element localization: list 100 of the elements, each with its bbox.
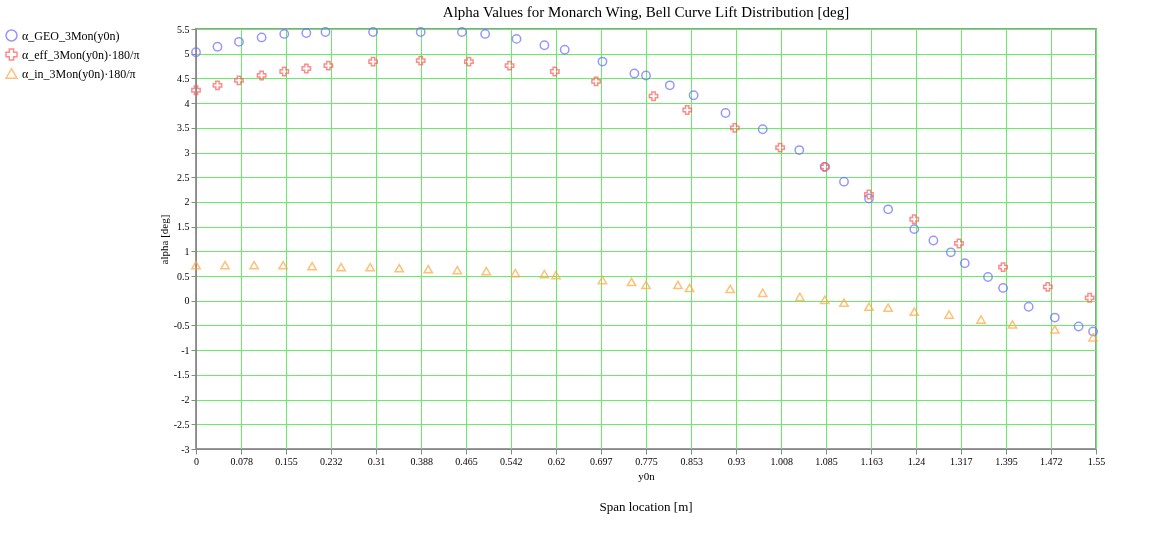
point	[720, 108, 731, 118]
x-tick-label: 0.465	[455, 455, 478, 467]
point	[457, 27, 467, 37]
x-tick-label: 0.078	[230, 455, 254, 467]
point	[1007, 320, 1018, 329]
point	[1049, 325, 1060, 334]
point	[664, 80, 675, 91]
point	[365, 262, 376, 272]
point	[539, 40, 550, 51]
point	[510, 268, 521, 278]
point	[191, 260, 201, 270]
point	[301, 63, 312, 74]
x-axis-title: y0n	[638, 469, 656, 482]
point	[539, 269, 550, 279]
point	[234, 36, 244, 47]
point	[998, 282, 1009, 293]
y-tick-label: 0.5	[177, 270, 190, 282]
point	[648, 91, 659, 102]
point	[684, 283, 695, 293]
point	[883, 204, 894, 215]
point	[415, 27, 426, 37]
point	[909, 214, 920, 225]
y-tick-label: 2	[184, 196, 190, 208]
y-tick-label: -2	[181, 394, 190, 406]
point	[301, 28, 312, 38]
y-axis-title: alpha [deg]	[157, 214, 170, 265]
y-tick-label: 4	[184, 97, 190, 109]
y-tick-label: -1.5	[173, 369, 190, 381]
point	[212, 80, 223, 91]
point	[256, 70, 267, 81]
point	[191, 47, 201, 58]
point	[983, 272, 993, 282]
point	[757, 124, 768, 135]
point	[954, 238, 964, 249]
point	[220, 260, 230, 270]
y-tick-label: 1.5	[177, 221, 190, 233]
point	[463, 56, 474, 67]
point	[909, 224, 920, 235]
x-tick-label: 1.395	[995, 455, 1018, 467]
point	[279, 66, 290, 77]
y-tick-label: -2.5	[173, 418, 190, 430]
point	[682, 105, 693, 115]
point	[626, 277, 637, 287]
point	[323, 60, 334, 71]
x-tick-label: 0.155	[275, 455, 298, 467]
point	[998, 262, 1009, 273]
text: Span location [m]	[599, 499, 693, 514]
point	[641, 70, 651, 81]
point	[839, 298, 849, 308]
point	[559, 44, 570, 55]
point	[775, 142, 786, 153]
point	[307, 261, 318, 271]
legend-label: α_eff_3Mon(y0n)·180/π	[22, 47, 140, 62]
point	[1088, 332, 1099, 342]
x-tick-label: 0.853	[680, 455, 704, 467]
y-tick-label: 5.5	[177, 23, 190, 35]
point	[1042, 282, 1053, 292]
point	[839, 176, 849, 187]
point	[864, 189, 874, 200]
point	[415, 55, 426, 66]
point	[945, 247, 956, 258]
point	[725, 284, 736, 294]
point	[629, 68, 640, 79]
point	[394, 263, 405, 273]
point	[480, 29, 491, 39]
x-tick-label: 1.317	[949, 455, 973, 467]
y-tick-label: -3	[181, 443, 190, 455]
point	[1023, 301, 1034, 312]
point	[864, 193, 874, 204]
x-tick-label: 0.388	[410, 455, 434, 467]
legend-label: α_in_3Mon(y0n)·180/π	[22, 66, 136, 81]
x-tick-label: 1.085	[815, 455, 838, 467]
y-tick-label: 0	[184, 295, 190, 307]
point	[279, 29, 290, 39]
point	[944, 310, 955, 319]
point	[551, 270, 561, 280]
point	[1084, 292, 1095, 303]
point	[976, 315, 986, 324]
y-tick-label: -1	[181, 344, 190, 356]
x-tick-label: 0.62	[547, 455, 566, 467]
point	[336, 262, 347, 272]
point	[794, 292, 805, 302]
point	[212, 41, 223, 52]
point	[504, 60, 515, 71]
x-tick-label: 0.31	[367, 455, 386, 467]
y-tick-label: 3.5	[177, 122, 190, 134]
point	[191, 85, 201, 96]
y-tick-label: 2.5	[177, 171, 190, 183]
x-tick-label: 0.542	[499, 455, 523, 467]
y-tick-label: 4.5	[177, 72, 190, 84]
point	[688, 90, 699, 101]
point	[928, 235, 939, 246]
point	[959, 258, 970, 269]
x-tick-label: 0.93	[727, 455, 746, 467]
x-tick-label: 0.775	[635, 455, 658, 467]
point	[452, 265, 463, 275]
point	[256, 32, 267, 43]
point	[641, 280, 651, 290]
point	[481, 266, 492, 276]
point	[597, 275, 608, 285]
